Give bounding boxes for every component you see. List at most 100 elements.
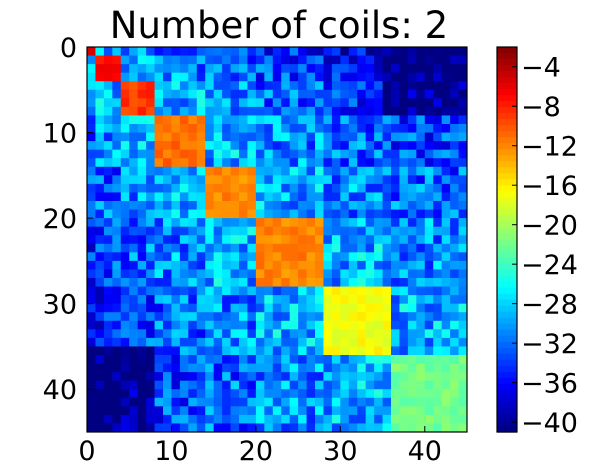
heatmap-cell xyxy=(289,98,299,108)
heatmap-cell xyxy=(306,89,316,99)
heatmap-cell xyxy=(306,192,316,202)
heatmap-cell xyxy=(239,355,248,364)
heatmap-cell xyxy=(129,158,139,168)
heatmap-cell xyxy=(163,337,172,347)
heatmap-cell xyxy=(264,363,274,373)
heatmap-cell xyxy=(416,414,426,424)
heatmap-cell xyxy=(399,346,409,356)
heatmap-cell xyxy=(205,423,215,433)
heatmap-cell xyxy=(163,64,172,74)
heatmap-cell xyxy=(340,260,350,270)
heatmap-cell xyxy=(450,397,459,407)
heatmap-cell xyxy=(196,115,206,125)
heatmap-cell xyxy=(382,89,392,99)
heatmap-cell xyxy=(239,243,248,253)
heatmap-cell xyxy=(433,312,443,322)
heatmap-cell xyxy=(137,406,147,416)
heatmap-cell xyxy=(222,98,231,108)
heatmap-cell xyxy=(289,201,299,210)
heatmap-cell xyxy=(450,218,459,228)
colorbar-segment xyxy=(497,269,517,277)
heatmap-cell xyxy=(315,201,324,210)
heatmap-cell xyxy=(281,158,291,168)
heatmap-cell xyxy=(171,286,181,296)
heatmap-cell xyxy=(87,363,96,373)
heatmap-cell xyxy=(298,260,307,270)
heatmap-cell xyxy=(306,372,316,382)
heatmap-cell xyxy=(163,166,172,176)
heatmap-cell xyxy=(450,55,459,65)
heatmap-cell xyxy=(188,166,198,176)
heatmap-cell xyxy=(315,406,324,416)
heatmap-cell xyxy=(137,55,147,65)
heatmap-cell xyxy=(103,89,113,99)
heatmap-cell xyxy=(441,98,451,108)
heatmap-cell xyxy=(213,252,223,262)
colorbar-segment xyxy=(497,47,517,54)
heatmap-cell xyxy=(154,320,164,330)
heatmap-cell xyxy=(188,406,198,416)
heatmap-cell xyxy=(154,389,164,399)
heatmap-cell xyxy=(179,320,189,330)
heatmap-cell xyxy=(196,278,206,287)
heatmap-cell xyxy=(424,47,434,56)
heatmap-cell xyxy=(391,372,400,382)
heatmap-cell xyxy=(230,89,240,99)
heatmap-cell xyxy=(382,218,392,228)
heatmap-cell xyxy=(247,295,257,305)
heatmap-cell xyxy=(365,303,375,313)
heatmap-cell xyxy=(306,243,316,253)
heatmap-cell xyxy=(239,158,248,168)
heatmap-cell xyxy=(315,89,324,99)
heatmap-cell xyxy=(95,158,105,168)
heatmap-cell xyxy=(391,278,400,287)
heatmap-cell xyxy=(340,320,350,330)
heatmap-cell xyxy=(272,158,282,168)
heatmap-cell xyxy=(424,72,434,82)
heatmap-cell xyxy=(255,269,265,279)
heatmap-cell xyxy=(179,183,189,193)
heatmap-cell xyxy=(450,141,459,151)
heatmap-cell xyxy=(391,141,400,151)
heatmap-cell xyxy=(306,106,316,116)
heatmap-cell xyxy=(230,278,240,287)
heatmap-cell xyxy=(382,141,392,151)
heatmap-cell xyxy=(222,252,231,262)
heatmap-cell xyxy=(112,303,122,313)
heatmap-cell xyxy=(424,423,434,433)
heatmap-cell xyxy=(315,218,324,228)
colorbar-segment xyxy=(497,101,517,108)
heatmap-cell xyxy=(289,47,299,56)
heatmap-cell xyxy=(458,89,468,99)
heatmap-cell xyxy=(272,312,282,322)
heatmap-cell xyxy=(391,252,400,262)
heatmap-cell xyxy=(171,397,181,407)
heatmap-cell xyxy=(424,363,434,373)
heatmap-cell xyxy=(416,64,426,74)
heatmap-cell xyxy=(391,260,400,270)
heatmap-cell xyxy=(222,218,231,228)
heatmap-cell xyxy=(129,132,139,142)
heatmap-cell xyxy=(205,372,215,382)
heatmap-cell xyxy=(137,329,147,339)
heatmap-cell xyxy=(154,47,164,56)
heatmap-cell xyxy=(450,389,459,399)
heatmap-cell xyxy=(331,320,341,330)
heatmap-cell xyxy=(222,269,231,279)
heatmap-cell xyxy=(112,346,122,356)
heatmap-cell xyxy=(340,346,350,356)
heatmap-cell xyxy=(222,329,231,339)
heatmap-cell xyxy=(391,355,400,364)
heatmap-cell xyxy=(103,269,113,279)
heatmap-cell xyxy=(129,269,139,279)
heatmap-cell xyxy=(331,64,341,74)
colorbar-segment xyxy=(497,167,517,174)
heatmap-cell xyxy=(103,389,113,399)
heatmap-cell xyxy=(179,286,189,296)
heatmap-cell xyxy=(129,406,139,416)
heatmap-cell xyxy=(239,55,248,65)
heatmap-cell xyxy=(230,329,240,339)
heatmap-cell xyxy=(103,363,113,373)
heatmap-cell xyxy=(365,355,375,364)
heatmap-cell xyxy=(433,47,443,56)
